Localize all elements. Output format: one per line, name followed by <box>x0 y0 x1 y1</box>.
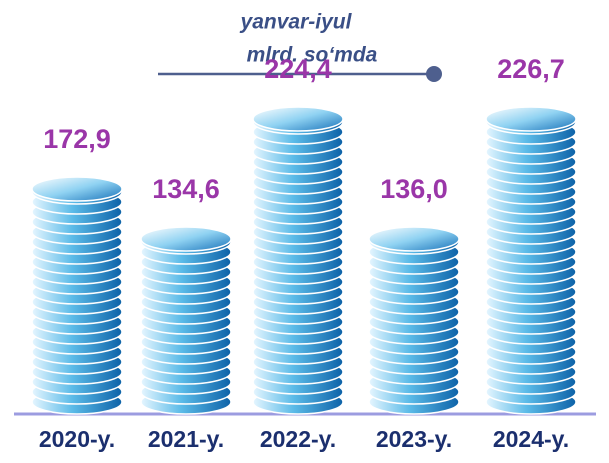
subtitle-dot <box>426 66 442 82</box>
value-label: 224,4 <box>264 54 332 84</box>
coin-stack <box>31 176 123 415</box>
value-label: 226,7 <box>497 54 565 84</box>
coin-top <box>31 176 123 202</box>
x-tick-label: 2020-y. <box>39 426 115 452</box>
coin-top <box>252 106 344 132</box>
x-tick-label: 2022-y. <box>260 426 336 452</box>
coin-stack <box>252 106 344 415</box>
coin-top <box>485 106 577 132</box>
subtitle: mlrd. so‘mda <box>247 44 378 67</box>
subtitle: yanvar-iyul <box>240 11 353 34</box>
value-label: 136,0 <box>380 174 448 204</box>
x-tick-label: 2021-y. <box>148 426 224 452</box>
x-tick-label: 2024-y. <box>493 426 569 452</box>
value-label: 172,9 <box>43 124 111 154</box>
coin-top <box>140 226 232 252</box>
value-label: 134,6 <box>152 174 220 204</box>
coin-top <box>368 226 460 252</box>
coin-stack <box>368 226 460 415</box>
coin-stack <box>485 106 577 415</box>
x-tick-label: 2023-y. <box>376 426 452 452</box>
coin-stack <box>140 226 232 415</box>
